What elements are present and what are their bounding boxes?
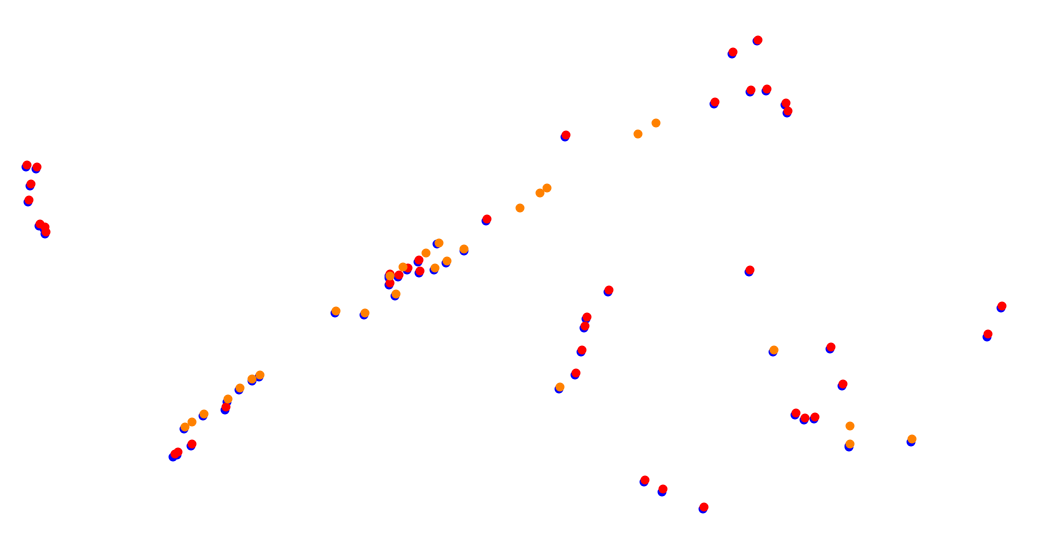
point xyxy=(783,106,793,116)
point xyxy=(430,263,440,273)
point xyxy=(255,370,265,380)
point xyxy=(360,308,370,318)
point xyxy=(442,256,452,266)
point xyxy=(415,266,425,276)
point xyxy=(577,345,587,355)
point xyxy=(223,394,233,404)
point xyxy=(810,412,820,422)
point xyxy=(421,248,431,258)
point xyxy=(580,321,590,331)
point xyxy=(22,160,32,170)
point xyxy=(555,382,565,392)
point xyxy=(582,312,592,322)
point xyxy=(385,271,395,281)
point xyxy=(535,188,545,198)
point xyxy=(710,97,720,107)
point xyxy=(826,342,836,352)
point xyxy=(482,214,492,224)
point xyxy=(745,265,755,275)
point xyxy=(762,84,772,94)
point xyxy=(633,129,643,139)
point xyxy=(398,262,408,272)
point xyxy=(699,502,709,512)
point xyxy=(331,306,341,316)
point xyxy=(561,130,571,140)
point xyxy=(459,244,469,254)
point xyxy=(845,421,855,431)
point xyxy=(907,434,917,444)
point xyxy=(235,383,245,393)
point xyxy=(791,408,801,418)
point xyxy=(434,238,444,248)
point xyxy=(221,402,231,412)
point xyxy=(394,270,404,280)
point xyxy=(391,289,401,299)
point xyxy=(515,203,525,213)
point xyxy=(180,422,190,432)
point xyxy=(32,162,42,172)
point xyxy=(769,345,779,355)
point xyxy=(247,374,257,384)
point xyxy=(24,195,34,205)
point xyxy=(41,227,51,237)
point xyxy=(658,484,668,494)
point xyxy=(385,278,395,288)
point xyxy=(604,285,614,295)
point xyxy=(26,179,36,189)
point xyxy=(542,183,552,193)
point xyxy=(997,301,1007,311)
point xyxy=(781,98,791,108)
point xyxy=(199,409,209,419)
point xyxy=(746,85,756,95)
point xyxy=(187,439,197,449)
point xyxy=(983,329,993,339)
point xyxy=(414,255,424,265)
point xyxy=(187,417,197,427)
point xyxy=(173,447,183,457)
point xyxy=(571,368,581,378)
point xyxy=(728,47,738,57)
point xyxy=(651,118,661,128)
point xyxy=(753,35,763,45)
point xyxy=(845,439,855,449)
point xyxy=(838,379,848,389)
point xyxy=(800,413,810,423)
point xyxy=(640,475,650,485)
